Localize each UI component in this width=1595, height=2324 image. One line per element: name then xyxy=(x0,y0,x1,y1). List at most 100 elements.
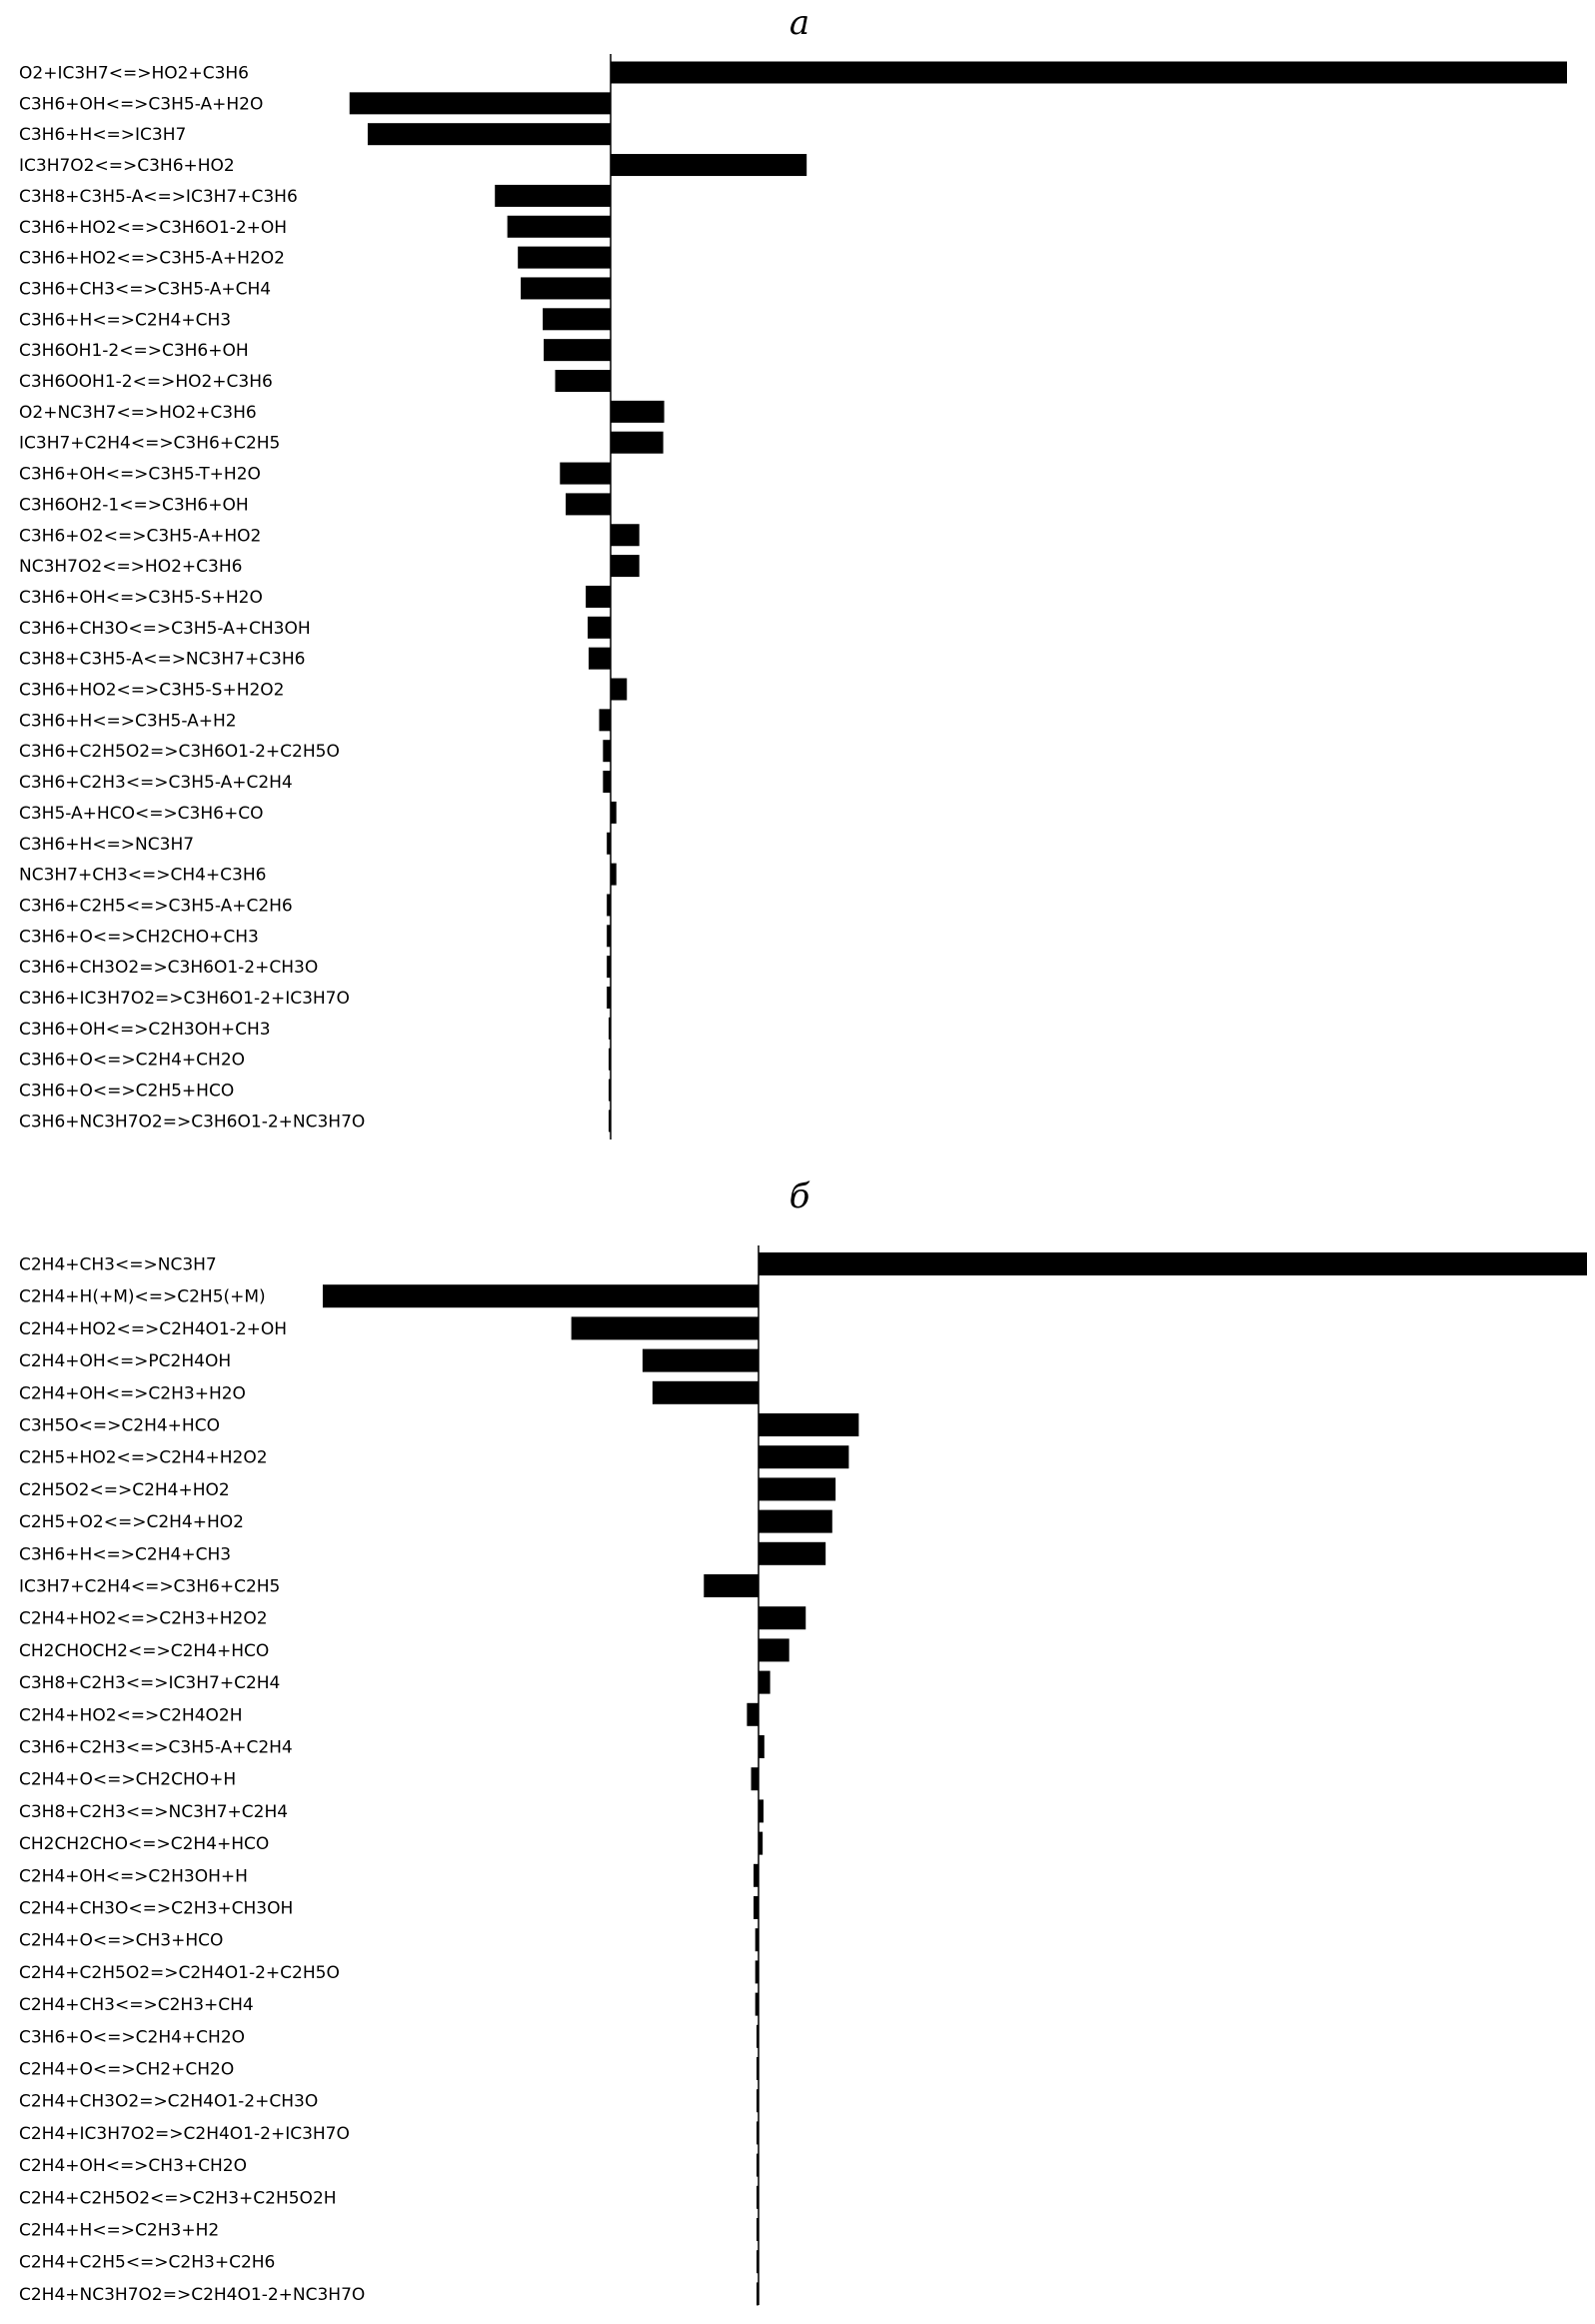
reaction-label: C2H4+IC3H7O2=>C2H4O1-2+IC3H7O xyxy=(19,2124,350,2144)
sensitivity-bar xyxy=(755,1960,759,1984)
sensitivity-bar xyxy=(759,1477,836,1501)
sensitivity-bar xyxy=(757,2153,759,2177)
sensitivity-bar xyxy=(611,863,617,886)
reaction-label: C3H6OOH1-2<=>HO2+C3H6 xyxy=(19,372,273,392)
sensitivity-bar xyxy=(611,678,628,701)
sensitivity-bar xyxy=(607,956,611,979)
sensitivity-bar xyxy=(367,123,611,146)
reaction-label: C3H8+C2H3<=>NC3H7+C2H4 xyxy=(19,1802,288,1822)
sensitivity-bar xyxy=(603,740,611,763)
sensitivity-bar xyxy=(521,277,611,300)
sensitivity-bar xyxy=(751,1767,759,1791)
reaction-label: C2H4+O<=>CH2CHO+H xyxy=(19,1770,236,1790)
sensitivity-bar xyxy=(759,1606,806,1630)
sensitivity-bar xyxy=(757,2185,759,2209)
reaction-label: C2H4+H<=>C2H3+H2 xyxy=(19,2221,219,2241)
sensitivity-bar xyxy=(322,1284,759,1308)
sensitivity-bar xyxy=(747,1702,759,1726)
sensitivity-bar xyxy=(607,987,611,1009)
reaction-label: C2H4+C2H5O2<=>C2H3+C2H5O2H xyxy=(19,2188,337,2208)
sensitivity-bar xyxy=(759,1831,764,1855)
panel-title: а xyxy=(790,3,809,43)
reaction-label: IC3H7O2<=>C3H6+HO2 xyxy=(19,156,235,176)
reaction-label: C3H6OH1-2<=>C3H6+OH xyxy=(19,341,249,361)
sensitivity-bar xyxy=(759,1413,859,1436)
reaction-label: C3H5O<=>C2H4+HCO xyxy=(19,1416,220,1436)
reaction-label: CH2CH2CHO<=>C2H4+HCO xyxy=(19,1834,269,1854)
reaction-label: C2H4+HO2<=>C2H3+H2O2 xyxy=(19,1609,268,1629)
sensitivity-bar xyxy=(507,215,611,238)
reaction-label: C2H4+O<=>CH3+HCO xyxy=(19,1931,223,1951)
sensitivity-bar xyxy=(611,154,807,177)
sensitivity-bar xyxy=(544,339,611,362)
reaction-label: C3H6OH2-1<=>C3H6+OH xyxy=(19,495,249,515)
reaction-label: C2H4+O<=>CH2+CH2O xyxy=(19,2060,234,2080)
reaction-label: C3H8+C3H5-A<=>IC3H7+C3H6 xyxy=(19,187,298,207)
sensitivity-bar xyxy=(652,1380,759,1404)
sensitivity-bar xyxy=(607,894,611,917)
reaction-label: C2H4+HO2<=>C2H4O1-2+OH xyxy=(19,1319,287,1339)
reaction-label: C3H8+C2H3<=>IC3H7+C2H4 xyxy=(19,1673,280,1693)
sensitivity-bar xyxy=(555,370,611,392)
sensitivity-bar xyxy=(757,2218,759,2241)
sensitivity-bar xyxy=(759,1735,765,1758)
reaction-label: C3H6+OH<=>C3H5-A+H2O xyxy=(19,94,263,114)
sensitivity-bar xyxy=(609,1048,611,1071)
sensitivity-bar xyxy=(754,1896,759,1919)
sensitivity-bar xyxy=(611,61,1567,84)
reaction-label: C3H6+H<=>C3H5-A+H2 xyxy=(19,711,237,731)
sensitivity-bar xyxy=(518,246,611,269)
sensitivity-bar xyxy=(611,524,640,547)
reaction-label: C3H6+O2<=>C3H5-A+HO2 xyxy=(19,526,261,546)
sensitivity-bar xyxy=(543,308,611,331)
sensitivity-bar xyxy=(571,1316,759,1340)
reaction-label: C3H6+CH3<=>C3H5-A+CH4 xyxy=(19,279,271,299)
sensitivity-bar xyxy=(757,2282,759,2306)
sensitivity-bar xyxy=(754,1863,759,1887)
sensitivity-bar xyxy=(611,431,664,454)
sensitivity-bar xyxy=(611,801,617,824)
sensitivity-bar xyxy=(586,585,611,608)
reaction-label: C3H6+C2H3<=>C3H5-A+C2H4 xyxy=(19,773,293,793)
reaction-label: C2H5+HO2<=>C2H4+H2O2 xyxy=(19,1448,268,1468)
reaction-label: C3H6+NC3H7O2=>C3H6O1-2+NC3H7O xyxy=(19,1112,365,1132)
reaction-label: C2H4+CH3O2=>C2H4O1-2+CH3O xyxy=(19,2092,318,2112)
reaction-label: C2H4+H(+M)<=>C2H5(+M) xyxy=(19,1287,266,1307)
reaction-label: C3H6+OH<=>C2H3OH+CH3 xyxy=(19,1020,271,1040)
reaction-label: NC3H7O2<=>HO2+C3H6 xyxy=(19,557,242,577)
sensitivity-bar xyxy=(609,1017,611,1040)
sensitivity-bar xyxy=(757,2250,759,2274)
chart-panel-0: а O2+IC3H7<=>HO2+C3H6 C3H6+OH<=>C3H5-A+H2O… xyxy=(19,3,1567,1140)
reaction-label: C2H5O2<=>C2H4+HO2 xyxy=(19,1480,230,1500)
sensitivity-bar xyxy=(607,832,611,855)
sensitivity-bar xyxy=(588,616,611,639)
reaction-label: C2H4+C2H5<=>C2H3+C2H6 xyxy=(19,2253,275,2273)
sensitivity-bar xyxy=(704,1574,759,1597)
sensitivity-bar xyxy=(759,1638,790,1662)
sensitivity-bar xyxy=(609,1110,611,1133)
sensitivity-bar xyxy=(757,2057,759,2080)
reaction-label: C3H6+O<=>CH2CHO+CH3 xyxy=(19,927,259,947)
sensitivity-bar xyxy=(757,2089,759,2113)
sensitivity-bar xyxy=(759,1541,826,1565)
reaction-label: C3H6+C2H5<=>C3H5-A+C2H6 xyxy=(19,896,293,916)
reaction-label: C3H6+IC3H7O2=>C3H6O1-2+IC3H7O xyxy=(19,989,350,1009)
reaction-label: C2H4+OH<=>CH3+CH2O xyxy=(19,2156,247,2176)
panel-title: б xyxy=(790,1176,810,1216)
reaction-label: C3H8+C3H5-A<=>NC3H7+C3H6 xyxy=(19,650,305,670)
reaction-label: IC3H7+C2H4<=>C3H6+C2H5 xyxy=(19,434,280,454)
sensitivity-bar xyxy=(611,555,640,578)
sensitivity-bar xyxy=(759,1799,764,1823)
sensitivity-bar xyxy=(599,709,611,732)
reaction-label: C2H4+NC3H7O2=>C2H4O1-2+NC3H7O xyxy=(19,2285,365,2305)
reaction-label: NC3H7+CH3<=>CH4+C3H6 xyxy=(19,866,266,886)
reaction-label: C3H6+O<=>C2H5+HCO xyxy=(19,1082,234,1102)
reaction-label: C2H4+OH<=>C2H3OH+H xyxy=(19,1866,248,1886)
reaction-label: C2H4+CH3<=>NC3H7 xyxy=(19,1255,217,1275)
sensitivity-bar xyxy=(609,1079,611,1102)
sensitivity-bar xyxy=(759,1509,832,1533)
reaction-label: IC3H7+C2H4<=>C3H6+C2H5 xyxy=(19,1577,280,1597)
reaction-label: C3H6+O<=>C2H4+CH2O xyxy=(19,1051,245,1071)
reaction-label: C3H6+O<=>C2H4+CH2O xyxy=(19,2027,245,2047)
